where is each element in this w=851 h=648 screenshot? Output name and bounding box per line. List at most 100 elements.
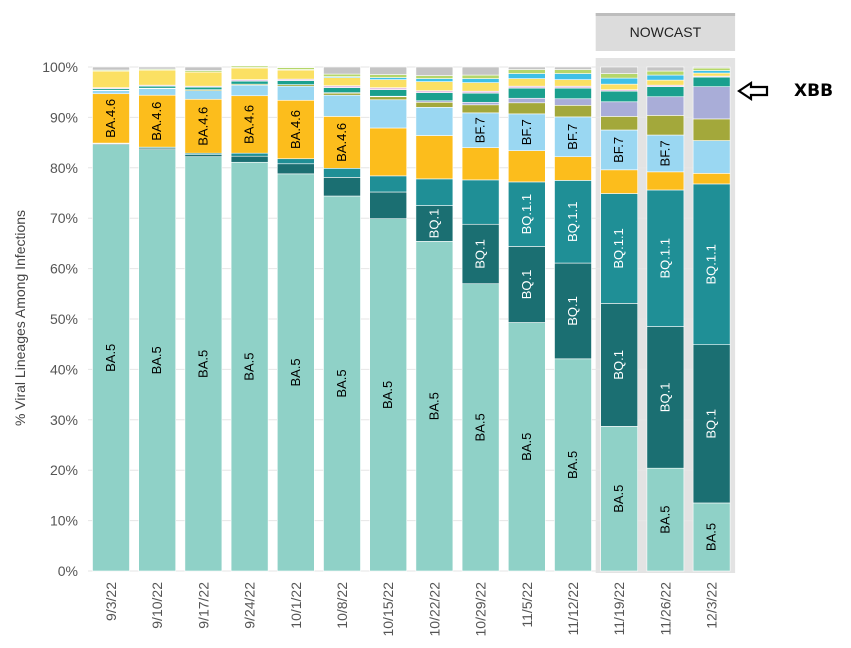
segment-other-11 <box>415 75 454 79</box>
segment-other-9 <box>276 69 315 80</box>
segment-label: BA.4.6 <box>103 99 118 138</box>
segment-bq-1-1 <box>369 175 408 193</box>
segment-other-9 <box>600 83 639 90</box>
segment-bq-1 <box>276 163 315 175</box>
x-tick-label: 11/19/22 <box>611 582 627 636</box>
segment-ba-4-6 <box>415 135 454 180</box>
segment-label: BF.7 <box>565 124 580 150</box>
segment-label: BA.4.6 <box>288 110 303 149</box>
segment-label: BA.5 <box>149 346 164 374</box>
x-axis-tick-labels: 9/3/22 9/10/22 9/17/22 9/24/22 10/1/22 10/8/2… <box>103 582 720 637</box>
segment-bq-1-1 <box>230 152 269 157</box>
segment-other-5 <box>600 116 639 131</box>
segment-label: BQ.1 <box>473 239 488 269</box>
segment-ba-5 <box>692 502 731 572</box>
segment-label: BA.5 <box>288 358 303 386</box>
segment-bf-7 <box>138 88 176 96</box>
segment-other-10 <box>507 73 546 79</box>
y-tick-label: 80% <box>50 160 78 176</box>
segment-other-8 <box>461 90 500 94</box>
segment-other-10 <box>461 78 500 83</box>
x-tick-label: 11/5/22 <box>519 582 535 628</box>
segment-label: BQ.1.1 <box>704 244 719 284</box>
segment-other-12 <box>369 66 408 75</box>
segment-other-6 <box>461 101 500 106</box>
bar-10/15/22: BA.5 <box>369 66 408 572</box>
segment-ba-4-6 <box>554 156 592 181</box>
segment-label: BA.5 <box>657 505 672 533</box>
segment-other-5 <box>323 92 361 96</box>
segment-ba-4-6 <box>507 150 546 183</box>
segment-other-11 <box>554 69 592 74</box>
bar-9/3/22: BA.5 BA.4.6 <box>92 66 130 572</box>
segment-ba-5 <box>230 161 269 572</box>
y-tick-label: 30% <box>50 412 78 428</box>
bar-11/12/22: BA.5 BQ.1 BQ.1.1 BF.7 <box>554 66 592 572</box>
segment-other-12 <box>184 66 223 71</box>
segment-other-12 <box>646 66 685 72</box>
segment-bq-1-1 <box>415 178 454 206</box>
segment-other-9 <box>184 71 223 87</box>
segment-other-8 <box>554 85 592 89</box>
segment-other-12 <box>600 66 639 74</box>
segment-ba-5 <box>184 156 223 572</box>
bar-9/17/22: BA.5 BA.4.6 <box>184 66 223 572</box>
segment-ba-4-6 <box>230 95 269 154</box>
segment-other-5 <box>692 118 731 141</box>
bar-9/10/22: BA.5 BA.4.6 <box>138 66 176 572</box>
segment-ba-5 <box>461 283 500 572</box>
segment-other-11 <box>600 73 639 79</box>
segment-label: BA.4.6 <box>242 105 257 144</box>
segment-label: BQ.1 <box>611 350 626 380</box>
segment-other-7 <box>554 87 592 100</box>
x-tick-label: 11/26/22 <box>657 582 673 636</box>
segment-label: BQ.1 <box>519 270 534 300</box>
bar-11/19/22: BA.5 BQ.1 BQ.1.1 BF.7 <box>600 66 639 572</box>
segment-other-7 <box>646 86 685 98</box>
segment-label: BA.4.6 <box>195 107 210 146</box>
segment-label: BA.5 <box>334 369 349 397</box>
segment-ba-4-6 <box>692 173 731 185</box>
x-tick-label: 9/24/22 <box>242 582 258 629</box>
segment-label: BA.5 <box>380 381 395 409</box>
segment-other-11 <box>323 73 361 77</box>
segment-bq-1-1 <box>692 183 731 346</box>
segment-bq-1-1 <box>276 158 315 165</box>
segment-label: BA.5 <box>565 451 580 479</box>
segment-label: BA.4.6 <box>334 123 349 162</box>
segment-ba-5 <box>138 149 176 572</box>
x-tick-label: 10/15/22 <box>380 582 396 637</box>
segment-other-12 <box>507 66 546 70</box>
segment-other-5 <box>554 105 592 118</box>
segment-ba-4-6 <box>323 116 361 169</box>
segment-other-7 <box>323 87 361 94</box>
x-tick-label: 10/8/22 <box>334 582 350 629</box>
segment-other-6 <box>646 96 685 116</box>
segment-other-5 <box>369 96 408 101</box>
segment-label: BF.7 <box>473 117 488 143</box>
x-tick-label: 9/10/22 <box>149 582 165 629</box>
segment-other-8 <box>415 90 454 94</box>
segment-bf-7 <box>230 84 269 97</box>
segment-bq-1 <box>554 262 592 360</box>
nowcast-label: NOWCAST <box>630 24 702 40</box>
segment-other-11 <box>276 67 315 70</box>
segment-other-11 <box>507 69 546 74</box>
segment-other-12 <box>415 66 454 76</box>
segment-other-5 <box>415 101 454 108</box>
segment-label: BA.5 <box>195 350 210 378</box>
segment-other-9 <box>507 78 546 87</box>
segment-bf-7 <box>461 112 500 148</box>
segment-bf-7 <box>415 107 454 136</box>
segment-bq-1-1 <box>461 179 500 225</box>
segment-other-9 <box>415 81 454 91</box>
segment-other-6 <box>600 101 639 117</box>
segment-other-12 <box>461 66 500 76</box>
bar-12/3/22: BA.5 BQ.1 BQ.1.1 <box>692 66 731 572</box>
segment-ba-5 <box>600 426 639 572</box>
segment-bq-1 <box>184 154 223 158</box>
x-tick-label: 11/12/22 <box>565 582 581 636</box>
bar-11/5/22: BA.5 BQ.1 BQ.1.1 BF.7 <box>507 66 546 572</box>
segment-label: BQ.1.1 <box>611 228 626 268</box>
segment-label: BF.7 <box>611 137 626 163</box>
